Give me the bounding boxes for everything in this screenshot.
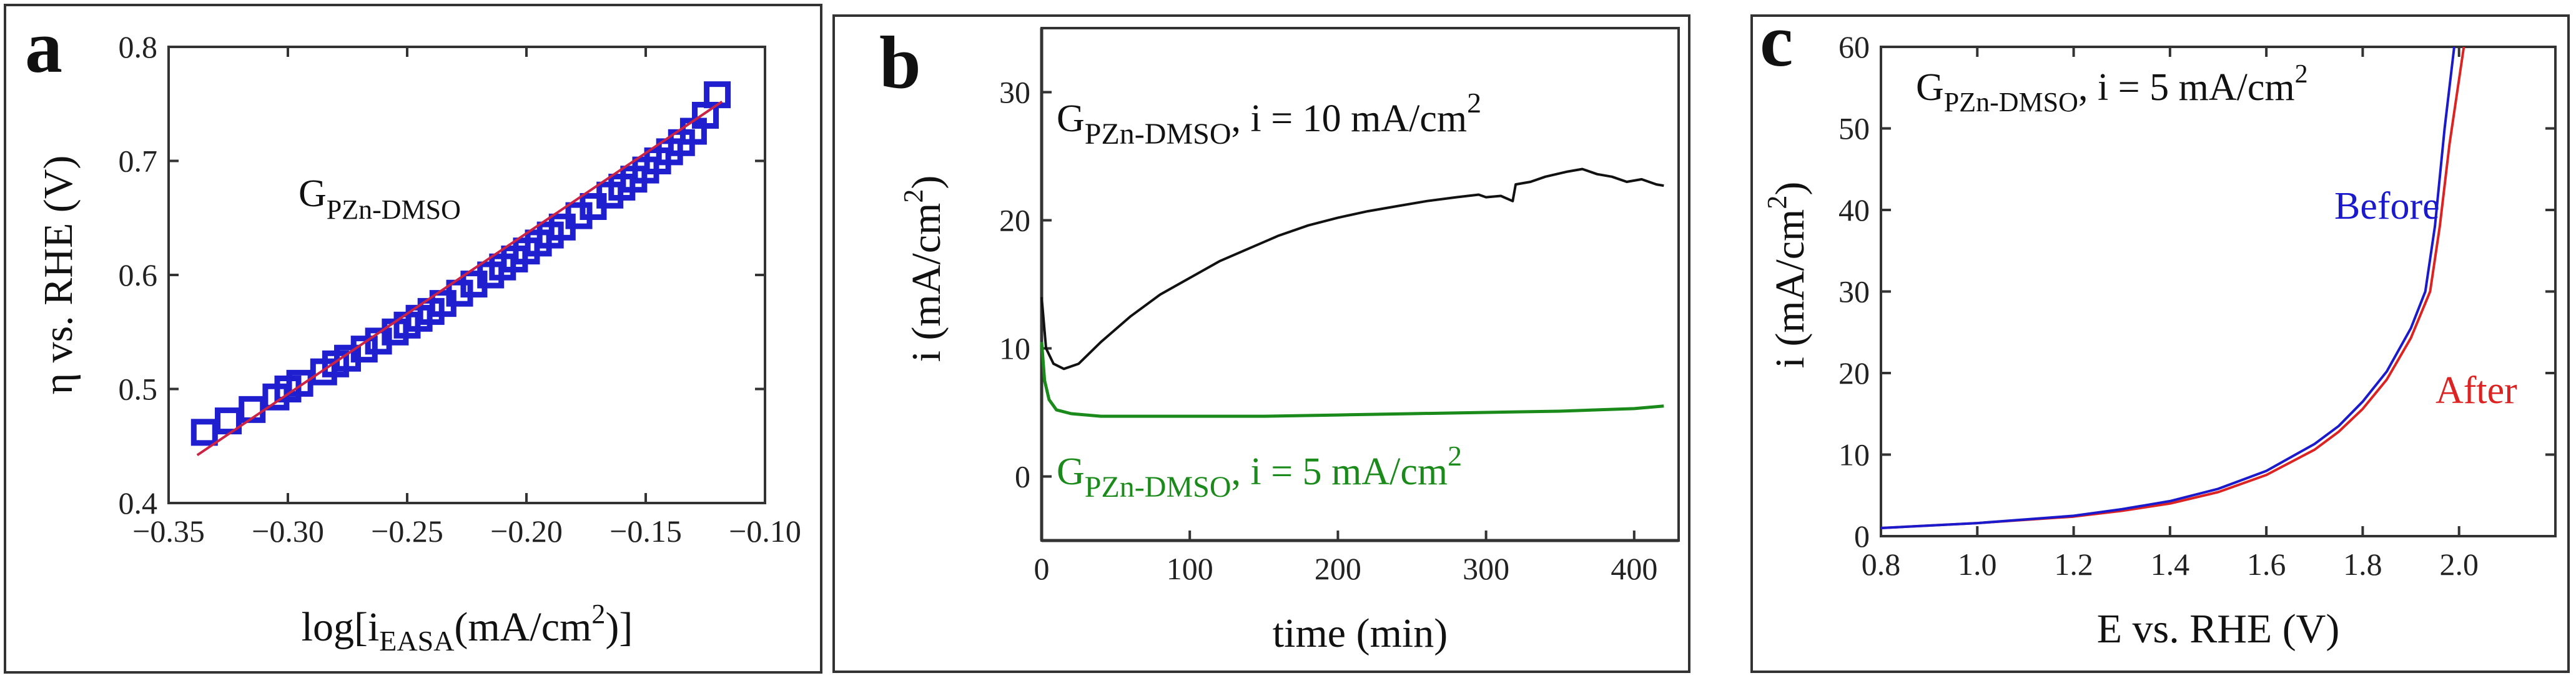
- a-y-tick-label: 0.4: [119, 486, 158, 521]
- panel-c-legend-before: Before: [2334, 185, 2440, 227]
- panel-a-fit-line: [196, 100, 723, 457]
- panel-b-series-5mA: [1040, 342, 1664, 418]
- panel-b-ann1-rest: , i = 10 mA/cm: [1231, 97, 1467, 140]
- a-y-tick-label: 0.7: [119, 144, 158, 179]
- panel-c-x-axis-label: E vs. RHE (V): [2097, 606, 2340, 652]
- panel-b-ann1-sup: 2: [1467, 87, 1481, 119]
- panel-b-ann2-rest: , i = 5 mA/cm: [1231, 451, 1448, 493]
- a-x-tick-label: −0.20: [490, 514, 563, 549]
- b-x-tick-label: 100: [1167, 551, 1213, 586]
- a-y-tick-label: 0.8: [119, 29, 158, 64]
- b-y-tick-label: 10: [999, 331, 1030, 366]
- a-x-tick-label: −0.30: [252, 514, 324, 549]
- panel-b-x-ticks: 0 100 200 300 400: [1034, 531, 1657, 586]
- panel-c-ylabel-sup: 2: [1762, 196, 1792, 209]
- b-x-tick-label: 0: [1034, 551, 1050, 586]
- panel-b-label: b: [879, 21, 921, 104]
- panel-c-series-before: [1880, 46, 2455, 529]
- panel-c-y-axis-label: i (mA/cm2): [1762, 182, 1813, 369]
- panel-b-ylabel-prefix: i (mA/cm: [904, 203, 949, 362]
- panel-a-data-point: [190, 419, 218, 446]
- panel-a-xlabel-mid: (mA/cm: [454, 604, 591, 650]
- panel-c-y-ticks: 0 10 20 30 40 50 60: [1838, 29, 2555, 554]
- panel-c-border: [1750, 14, 2570, 673]
- panel-c-label: c: [1760, 0, 1793, 82]
- a-x-tick-label: −0.15: [609, 514, 682, 549]
- a-x-tick-label: −0.25: [371, 514, 443, 549]
- panel-a-xlabel-suffix: )]: [605, 604, 633, 650]
- c-x-tick-label: 1.0: [1958, 547, 1997, 582]
- panel-b-border: [832, 14, 1690, 673]
- c-x-tick-label: 1.4: [2151, 547, 2190, 582]
- c-x-tick-label: 1.6: [2247, 547, 2286, 582]
- panel-c-annotation: GPZn-DMSO, i = 5 mA/cm2: [1916, 60, 2308, 117]
- panel-a-annotation-main: G: [299, 172, 327, 215]
- panel-b-marks: [1040, 167, 1664, 418]
- panel-a-xlabel-sub: EASA: [379, 625, 454, 657]
- panel-c-x-ticks: 0.8 1.0 1.2 1.4 1.6 1.8 2.0: [1862, 47, 2479, 582]
- c-y-tick-label: 60: [1838, 29, 1870, 64]
- a-y-tick-label: 0.5: [119, 372, 158, 407]
- c-x-tick-label: 1.8: [2343, 547, 2382, 582]
- b-y-tick-label: 30: [999, 75, 1030, 110]
- panel-b-annotation-1: GPZn-DMSO, i = 10 mA/cm2: [1057, 87, 1481, 151]
- panel-c-series-after: [1880, 46, 2465, 529]
- panel-b-ann1-sub: PZn-DMSO: [1085, 117, 1231, 151]
- panel-a-annotation-sub: PZn-DMSO: [327, 194, 461, 225]
- panel-b-annotation-2: GPZn-DMSO, i = 5 mA/cm2: [1057, 440, 1462, 504]
- panel-a: a −0.35 −0.30 −0.25 −0.20 −0.15 −0.10 0.40.50…: [4, 4, 822, 674]
- panel-c-ylabel-suffix: ): [1767, 182, 1813, 196]
- panel-c-ann-main: G: [1916, 66, 1944, 109]
- b-y-tick-label: 0: [1015, 459, 1030, 494]
- panel-b-ann1-main: G: [1057, 97, 1085, 140]
- c-y-tick-label: 10: [1838, 437, 1870, 472]
- b-x-tick-label: 400: [1611, 551, 1657, 586]
- c-y-tick-label: 30: [1838, 274, 1870, 309]
- c-y-tick-label: 50: [1838, 111, 1870, 146]
- b-x-tick-label: 300: [1463, 551, 1509, 586]
- a-y-tick-label: 0.6: [119, 257, 158, 292]
- panel-a-xlabel-prefix: log[i: [302, 604, 380, 650]
- c-y-tick-label: 20: [1838, 356, 1870, 391]
- panel-c-ylabel-prefix: i (mA/cm: [1767, 209, 1813, 369]
- panel-b-y-ticks: 0 10 20 30: [999, 75, 1052, 494]
- panel-a-x-ticks: −0.35 −0.30 −0.25 −0.20 −0.15 −0.10: [132, 47, 801, 549]
- panel-b-ylabel-sup: 2: [898, 189, 929, 203]
- c-x-tick-label: 1.2: [2054, 547, 2093, 582]
- panel-c-ann-rest: , i = 5 mA/cm: [2078, 66, 2295, 109]
- panel-b-ann2-sub: PZn-DMSO: [1085, 471, 1231, 504]
- panel-a-annotation: GPZn-DMSO: [299, 172, 461, 225]
- c-x-tick-label: 0.8: [1862, 547, 1901, 582]
- panel-b-y-axis-label: i (mA/cm2): [898, 176, 949, 362]
- panel-b-ylabel-suffix: ): [904, 176, 949, 189]
- panel-c-legend-after: After: [2435, 369, 2517, 412]
- panel-a-y-ticks: 0.4 0.5 0.6 0.7 0.8: [119, 29, 765, 521]
- panel-c-ann-sub: PZn-DMSO: [1944, 87, 2078, 117]
- panel-b-ann2-main: G: [1057, 451, 1085, 493]
- panel-b-ann2-sup: 2: [1448, 440, 1462, 472]
- b-x-tick-label: 200: [1315, 551, 1361, 586]
- panel-a-xlabel-sup: 2: [591, 599, 605, 629]
- panel-b-series-10mA: [1040, 167, 1664, 371]
- panel-b-x-axis-label: time (min): [1273, 611, 1448, 656]
- panel-a-y-axis-label: η vs. RHE (V): [36, 156, 81, 395]
- c-x-tick-label: 2.0: [2439, 547, 2479, 582]
- b-y-tick-label: 20: [999, 203, 1030, 238]
- panel-c-marks: [1880, 46, 2465, 529]
- c-y-tick-label: 40: [1838, 192, 1870, 227]
- panel-b-axes: [1040, 28, 1679, 542]
- a-x-tick-label: −0.10: [729, 514, 801, 549]
- panel-c-ann-sup: 2: [2295, 60, 2308, 89]
- panel-a-marks: [190, 81, 731, 457]
- panel-a-x-axis-label: log[iEASA(mA/cm2)]: [302, 599, 633, 657]
- c-y-tick-label: 0: [1854, 519, 1870, 554]
- a-x-tick-label: −0.35: [132, 514, 205, 549]
- panel-a-label: a: [25, 5, 62, 88]
- panel-a-border: [4, 4, 822, 674]
- panel-c: c 0.8 1.0 1.2 1.4 1.6 1.8 2.0 0 10 20 30 40 50 60 GP…: [1750, 0, 2570, 673]
